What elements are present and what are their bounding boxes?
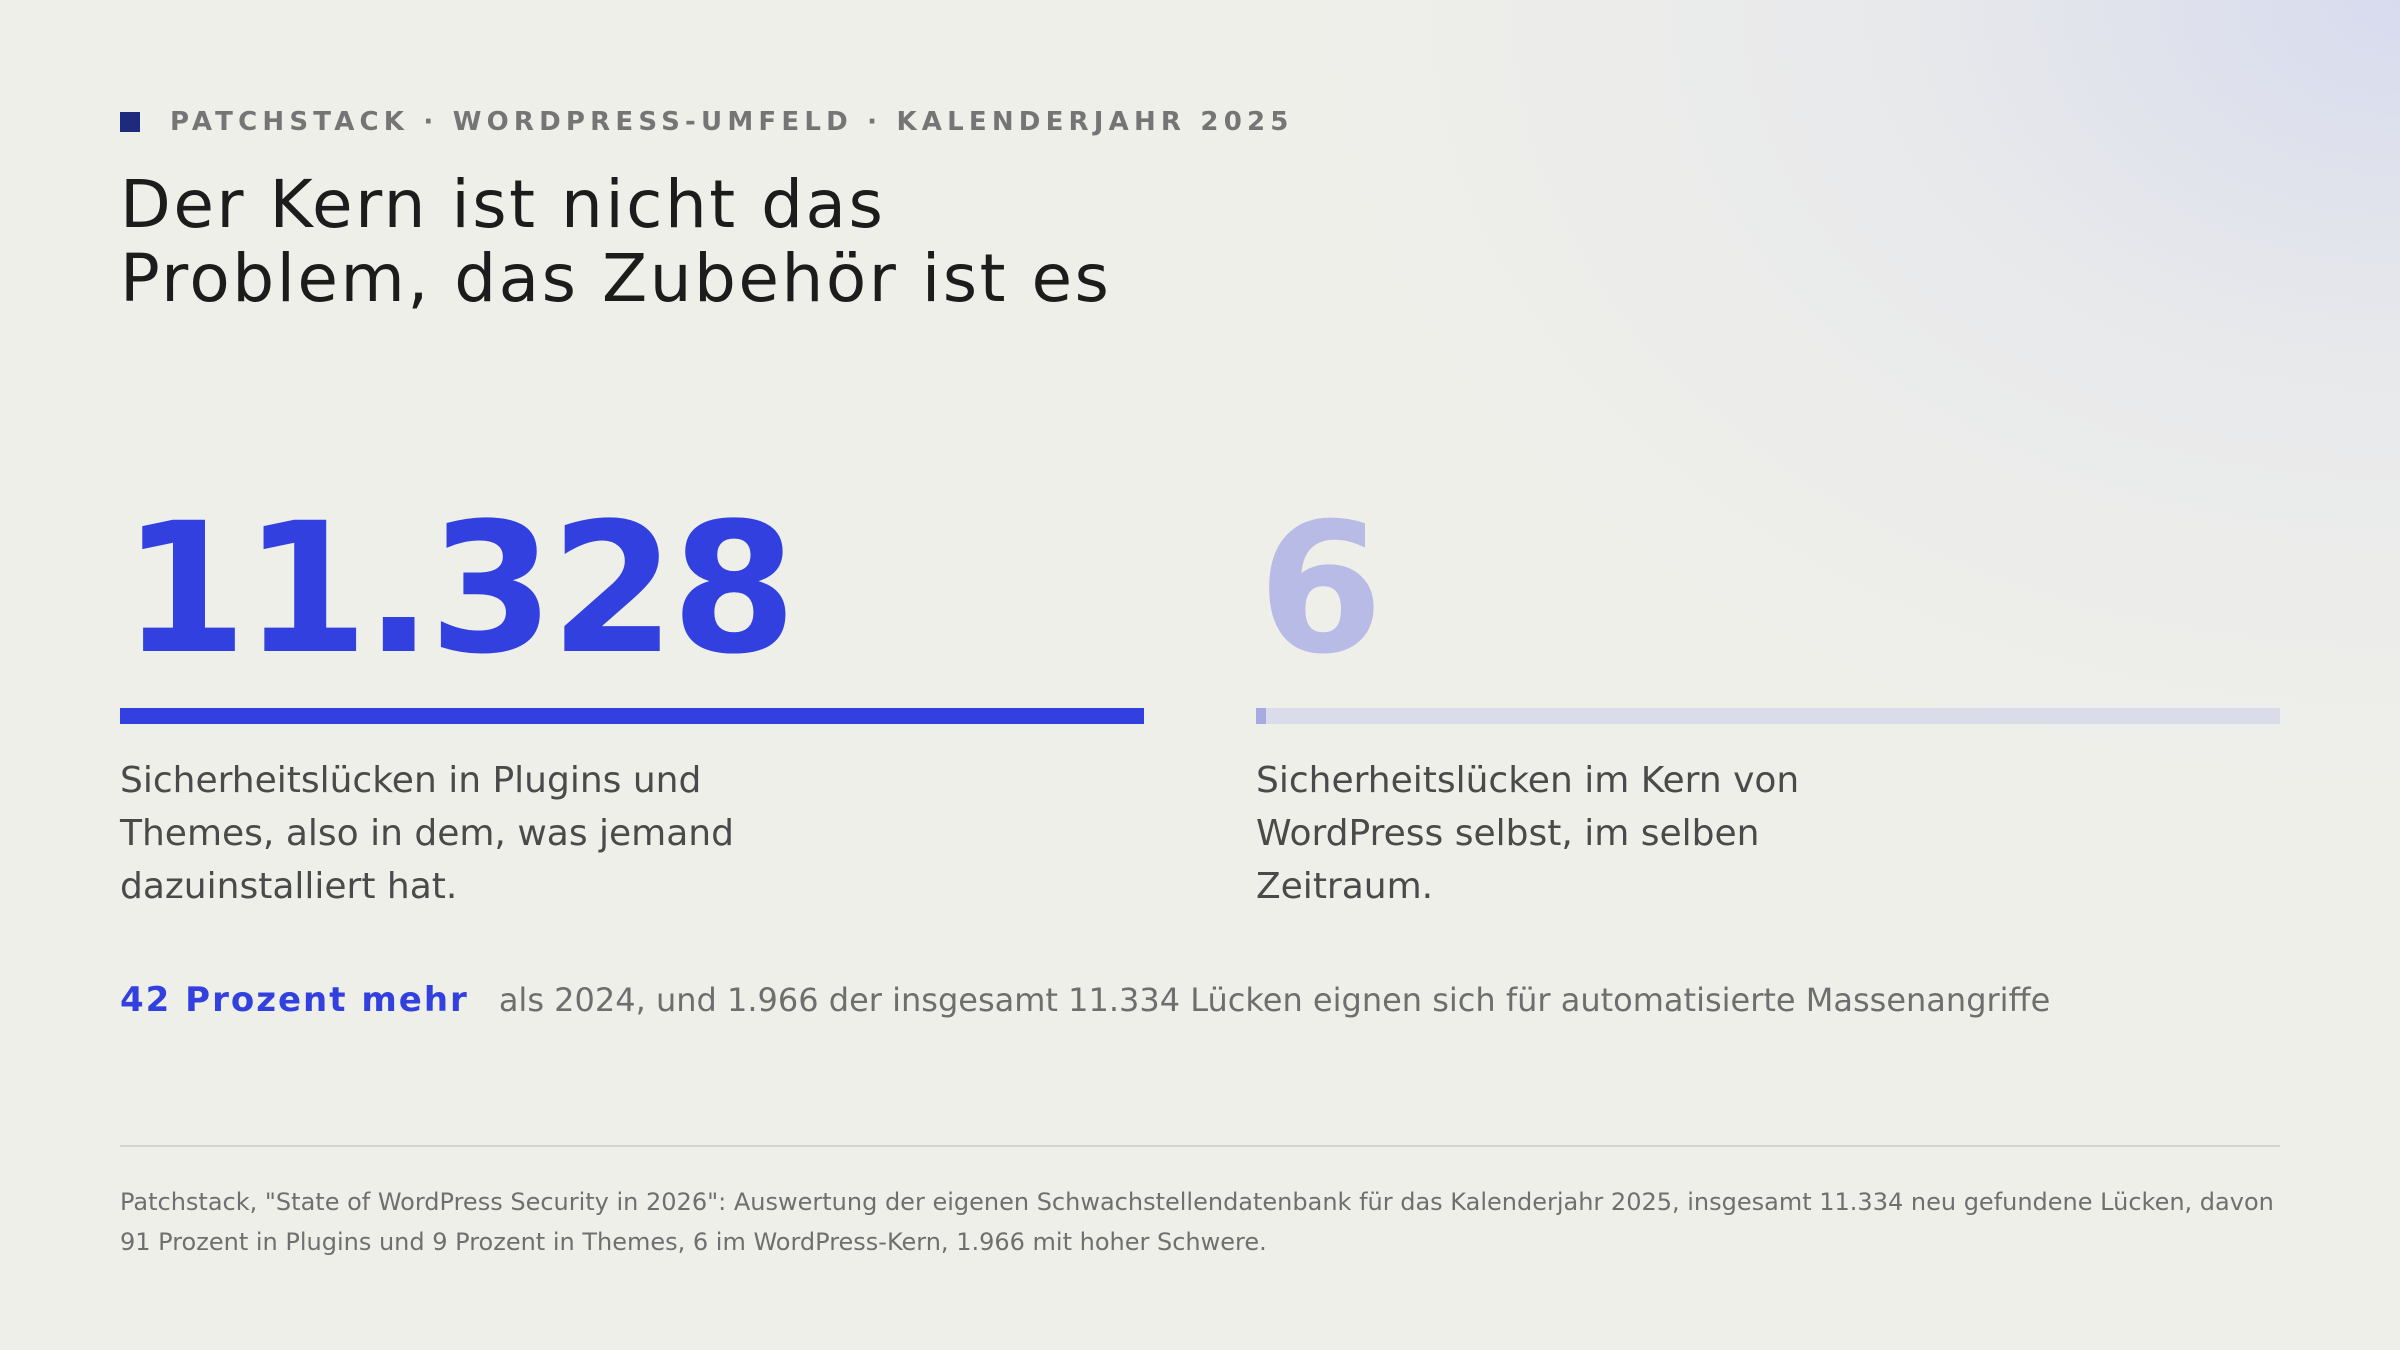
stat-core-description: Sicherheitslücken im Kern von WordPress … (1256, 760, 1800, 907)
stat-core-value: 6 (1258, 485, 1383, 694)
highlight-rest: als 2024, und 1.966 der insgesamt 11.334… (498, 981, 2051, 1019)
source-note: Patchstack, "State of WordPress Security… (120, 1188, 2274, 1256)
kicker-text: PATCHSTACK · WORDPRESS-UMFELD · KALENDER… (170, 107, 1294, 137)
headline: Der Kern ist nicht das Problem, das Zube… (120, 168, 1420, 316)
stat-plugins-themes-description: Sicherheitslücken in Plugins und Themes,… (120, 760, 734, 907)
bar-plugins-themes-track (120, 708, 1144, 724)
headline-line-1: Der Kern ist nicht das (120, 166, 886, 243)
stat-plugins-themes-value: 11.328 (122, 485, 797, 694)
divider (120, 1145, 2280, 1147)
highlight-line: 42 Prozent mehr als 2024, und 1.966 der … (120, 972, 2050, 1028)
headline-line-2: Problem, das Zubehör ist es (120, 240, 1112, 317)
highlight-strong: 42 Prozent mehr (120, 980, 469, 1020)
bar-core-fill (1256, 708, 1266, 724)
bar-core-track (1256, 708, 2280, 724)
kicker: PATCHSTACK · WORDPRESS-UMFELD · KALENDER… (120, 104, 1294, 140)
bar-plugins-themes-fill (120, 708, 1144, 724)
kicker-square-icon (120, 112, 140, 132)
